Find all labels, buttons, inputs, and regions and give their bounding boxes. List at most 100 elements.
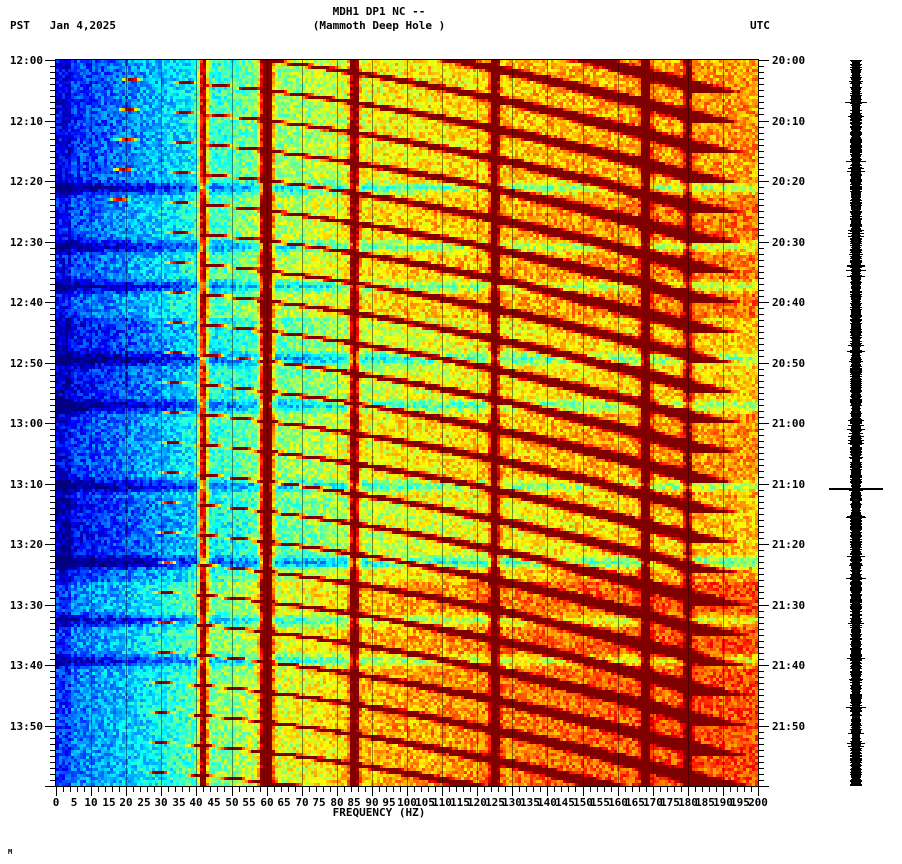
y-tick-minor-left bbox=[50, 96, 56, 97]
x-tick-major bbox=[688, 786, 689, 796]
y-label-pst: 12:50 bbox=[9, 357, 43, 370]
x-tick-minor bbox=[133, 786, 134, 792]
x-tick-minor bbox=[660, 786, 661, 792]
x-tick-minor bbox=[84, 786, 85, 792]
y-tick-minor-right bbox=[758, 127, 764, 128]
x-tick-minor bbox=[646, 786, 647, 792]
y-tick-minor-right bbox=[758, 284, 764, 285]
y-tick-minor-left bbox=[50, 417, 56, 418]
y-tick-minor-left bbox=[50, 248, 56, 249]
y-tick-minor-right bbox=[758, 332, 764, 333]
x-label-frequency: 70 bbox=[295, 796, 309, 809]
y-tick-minor-left bbox=[50, 108, 56, 109]
x-label-frequency: 45 bbox=[207, 796, 221, 809]
y-tick-minor-right bbox=[758, 417, 764, 418]
y-tick-minor-left bbox=[50, 84, 56, 85]
y-tick-minor-left bbox=[50, 199, 56, 200]
x-label-frequency: 15 bbox=[102, 796, 116, 809]
x-tick-minor bbox=[246, 786, 247, 792]
y-tick-minor-left bbox=[50, 151, 56, 152]
y-tick-major-left bbox=[45, 726, 56, 727]
y-tick-minor-left bbox=[50, 139, 56, 140]
y-tick-minor-right bbox=[758, 108, 764, 109]
y-tick-minor-left bbox=[50, 592, 56, 593]
x-tick-minor bbox=[203, 786, 204, 792]
y-tick-minor-right bbox=[758, 387, 764, 388]
y-tick-minor-left bbox=[50, 750, 56, 751]
y-tick-minor-right bbox=[758, 659, 764, 660]
x-label-frequency: 60 bbox=[260, 796, 274, 809]
y-tick-minor-left bbox=[50, 320, 56, 321]
y-tick-minor-left bbox=[50, 369, 56, 370]
y-tick-minor-right bbox=[758, 574, 764, 575]
x-tick-major bbox=[407, 786, 408, 796]
y-tick-major-left bbox=[45, 181, 56, 182]
y-tick-minor-left bbox=[50, 738, 56, 739]
y-tick-minor-right bbox=[758, 338, 764, 339]
y-label-utc: 21:30 bbox=[772, 599, 806, 612]
y-tick-minor-left bbox=[50, 326, 56, 327]
y-label-pst: 12:10 bbox=[9, 115, 43, 128]
y-tick-major-right bbox=[758, 786, 769, 787]
x-tick-minor bbox=[189, 786, 190, 792]
y-label-pst: 13:40 bbox=[9, 659, 43, 672]
x-tick-minor bbox=[667, 786, 668, 792]
y-tick-minor-right bbox=[758, 248, 764, 249]
x-tick-minor bbox=[63, 786, 64, 792]
y-tick-minor-right bbox=[758, 133, 764, 134]
y-tick-minor-right bbox=[758, 296, 764, 297]
x-tick-minor bbox=[98, 786, 99, 792]
x-label-frequency: 130 bbox=[502, 796, 522, 809]
y-tick-minor-right bbox=[758, 653, 764, 654]
x-tick-major bbox=[477, 786, 478, 796]
x-tick-major bbox=[302, 786, 303, 796]
spectrogram-plot[interactable] bbox=[56, 60, 758, 786]
y-tick-minor-right bbox=[758, 514, 764, 515]
x-tick-minor bbox=[316, 786, 317, 792]
y-tick-minor-left bbox=[50, 441, 56, 442]
y-tick-minor-left bbox=[50, 671, 56, 672]
seismogram-time-marker bbox=[829, 488, 883, 490]
y-tick-major-right bbox=[758, 181, 769, 182]
y-tick-minor-left bbox=[50, 568, 56, 569]
x-tick-minor bbox=[632, 786, 633, 792]
x-label-frequency: 155 bbox=[590, 796, 610, 809]
y-tick-minor-right bbox=[758, 447, 764, 448]
x-label-frequency: 75 bbox=[312, 796, 326, 809]
y-tick-minor-right bbox=[758, 629, 764, 630]
x-tick-minor bbox=[519, 786, 520, 792]
y-tick-minor-right bbox=[758, 235, 764, 236]
spectrogram-canvas[interactable] bbox=[56, 60, 758, 786]
y-tick-minor-right bbox=[758, 611, 764, 612]
y-tick-minor-left bbox=[50, 235, 56, 236]
x-label-frequency: 30 bbox=[154, 796, 168, 809]
x-tick-major bbox=[91, 786, 92, 796]
x-label-frequency: 170 bbox=[643, 796, 663, 809]
y-tick-minor-right bbox=[758, 471, 764, 472]
x-tick-minor bbox=[716, 786, 717, 792]
y-tick-minor-left bbox=[50, 623, 56, 624]
y-tick-minor-left bbox=[50, 217, 56, 218]
x-label-frequency: 85 bbox=[347, 796, 361, 809]
y-tick-minor-left bbox=[50, 127, 56, 128]
y-tick-minor-left bbox=[50, 332, 56, 333]
y-tick-minor-right bbox=[758, 84, 764, 85]
y-tick-minor-right bbox=[758, 169, 764, 170]
seismogram-trace bbox=[845, 60, 867, 786]
y-tick-minor-right bbox=[758, 580, 764, 581]
y-tick-minor-left bbox=[50, 381, 56, 382]
y-tick-minor-left bbox=[50, 272, 56, 273]
x-label-frequency: 55 bbox=[242, 796, 256, 809]
x-tick-minor bbox=[400, 786, 401, 792]
y-tick-minor-left bbox=[50, 744, 56, 745]
y-tick-minor-right bbox=[758, 719, 764, 720]
y-label-pst: 12:40 bbox=[9, 296, 43, 309]
y-label-utc: 20:00 bbox=[772, 54, 806, 67]
x-tick-major bbox=[337, 786, 338, 796]
y-tick-major-right bbox=[758, 121, 769, 122]
frequency-axis-title: FREQUENCY (HZ) bbox=[332, 806, 426, 819]
y-tick-major-right bbox=[758, 605, 769, 606]
y-tick-minor-right bbox=[758, 623, 764, 624]
x-tick-minor bbox=[709, 786, 710, 792]
y-tick-minor-left bbox=[50, 459, 56, 460]
